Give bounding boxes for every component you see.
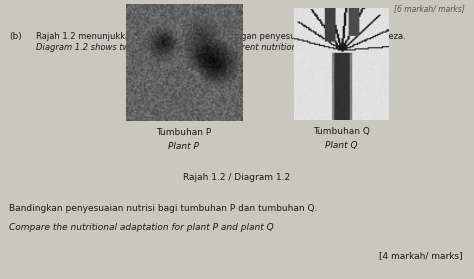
Text: [6 markah/ marks]: [6 markah/ marks] xyxy=(394,4,465,13)
Text: Tumbuhan Q: Tumbuhan Q xyxy=(313,127,370,136)
Text: Rajah 1.2 menunjukkan dua jenis tumbuhan dengan penyesuaian nutrisi yang berbeza: Rajah 1.2 menunjukkan dua jenis tumbuhan… xyxy=(36,32,405,41)
Text: Diagram 1.2 shows two types of plants with different nutritional adaptation.: Diagram 1.2 shows two types of plants wi… xyxy=(36,43,355,52)
Text: (b): (b) xyxy=(9,32,22,41)
Text: [4 markah/ marks]: [4 markah/ marks] xyxy=(379,251,462,260)
Text: Plant P: Plant P xyxy=(168,142,199,151)
Text: Compare the nutritional adaptation for plant P and plant Q: Compare the nutritional adaptation for p… xyxy=(9,223,274,232)
Text: Rajah 1.2 / Diagram 1.2: Rajah 1.2 / Diagram 1.2 xyxy=(183,173,291,182)
Text: Bandingkan penyesuaian nutrisi bagi tumbuhan P dan tumbuhan Q.: Bandingkan penyesuaian nutrisi bagi tumb… xyxy=(9,204,318,213)
Text: Plant Q: Plant Q xyxy=(325,141,357,150)
Text: Tumbuhan P: Tumbuhan P xyxy=(156,128,211,137)
